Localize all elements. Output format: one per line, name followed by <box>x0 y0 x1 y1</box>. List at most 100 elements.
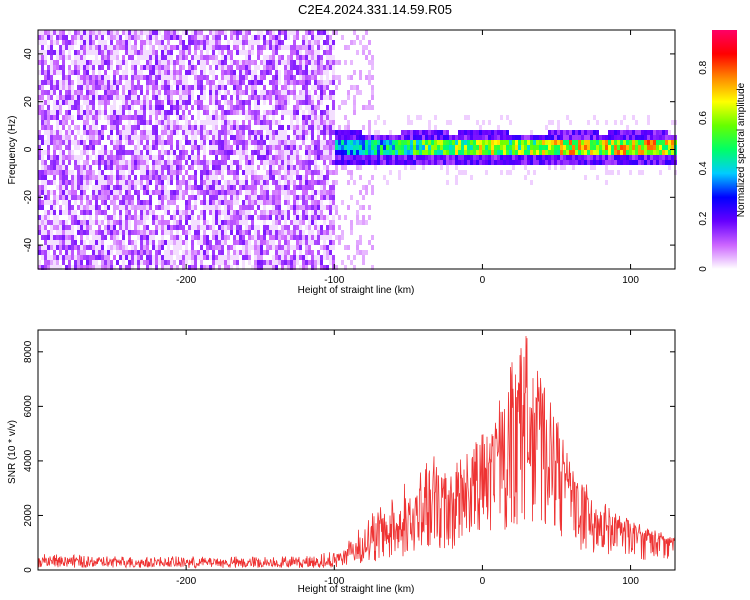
spectrogram-cell <box>110 65 113 70</box>
spectrogram-cell <box>161 265 164 270</box>
spectrogram-cell <box>194 260 197 265</box>
spectrogram-cell <box>173 215 176 220</box>
spectrogram-cell <box>560 155 563 160</box>
spectrogram-cell <box>326 125 329 130</box>
spectrogram-cell <box>302 265 305 270</box>
spectrogram-cell <box>455 175 458 180</box>
spectrogram-cell <box>329 150 332 155</box>
spectrogram-cell <box>485 130 488 135</box>
spectrogram-cell <box>185 155 188 160</box>
spectrogram-cell <box>311 265 314 270</box>
spectrogram-cell <box>44 150 47 155</box>
spectrogram-cell <box>101 60 104 65</box>
spectrogram-cell <box>323 195 326 200</box>
spectrogram-cell <box>284 200 287 205</box>
spectrogram-cell <box>323 155 326 160</box>
spectrogram-cell <box>389 140 392 145</box>
spectrogram-cell <box>296 170 299 175</box>
spectrogram-cell <box>314 80 317 85</box>
spectrogram-cell <box>113 125 116 130</box>
spectrogram-cell <box>209 180 212 185</box>
spectrogram-cell <box>71 150 74 155</box>
spectrogram-cell <box>143 40 146 45</box>
spectrogram-cell <box>332 125 335 130</box>
spectrogram-cell <box>185 115 188 120</box>
spectrogram-cell <box>386 140 389 145</box>
spectrogram-cell <box>347 75 350 80</box>
spectrogram-cell <box>305 155 308 160</box>
spectrogram-cell <box>149 195 152 200</box>
spectrogram-cell <box>65 185 68 190</box>
spectrogram-cell <box>218 225 221 230</box>
spectrogram-cell <box>665 145 668 150</box>
spectrogram-cell <box>50 55 53 60</box>
spectrogram-cell <box>206 225 209 230</box>
spectrogram-cell <box>587 155 590 160</box>
spectrogram-cell <box>275 90 278 95</box>
spectrogram-cell <box>557 155 560 160</box>
spectrogram-cell <box>140 35 143 40</box>
spectrogram-cell <box>77 65 80 70</box>
spectrogram-cell <box>146 160 149 165</box>
spectrogram-cell <box>368 80 371 85</box>
spectrogram-cell <box>62 190 65 195</box>
spectrogram-cell <box>293 150 296 155</box>
spectrogram-cell <box>71 230 74 235</box>
spectrogram-cell <box>374 145 377 150</box>
spectrogram-cell <box>323 80 326 85</box>
spectrogram-cell <box>173 60 176 65</box>
spectrogram-cell <box>638 145 641 150</box>
spectrogram-cell <box>80 30 83 35</box>
spectrogram-cell <box>59 190 62 195</box>
spectrogram-cell <box>323 125 326 130</box>
spectrogram-cell <box>137 75 140 80</box>
spectrogram-cell <box>158 160 161 165</box>
spectrogram-cell <box>176 85 179 90</box>
spectrogram-cell <box>119 165 122 170</box>
spectrogram-cell <box>209 115 212 120</box>
spectrogram-cell <box>323 215 326 220</box>
spectrogram-cell <box>464 130 467 135</box>
spectrogram-cell <box>380 145 383 150</box>
spectrogram-cell <box>383 135 386 140</box>
spectrogram-cell <box>50 60 53 65</box>
spectrogram-cell <box>239 75 242 80</box>
spectrogram-cell <box>116 85 119 90</box>
spectrogram-cell <box>467 145 470 150</box>
spectrogram-cell <box>488 140 491 145</box>
spectrogram-cell <box>83 145 86 150</box>
spectrogram-cell <box>47 75 50 80</box>
spectrogram-cell <box>161 245 164 250</box>
spectrogram-cell <box>563 135 566 140</box>
spectrogram-cell <box>47 170 50 175</box>
spectrogram-cell <box>206 80 209 85</box>
spectrogram-cell <box>269 90 272 95</box>
spectrogram-cell <box>329 35 332 40</box>
spectrogram-cell <box>329 225 332 230</box>
spectrogram-cell <box>530 155 533 160</box>
spectrogram-cell <box>140 220 143 225</box>
spectrogram-cell <box>41 30 44 35</box>
spectrogram-cell <box>242 30 245 35</box>
spectrogram-cell <box>185 255 188 260</box>
spectrogram-cell <box>257 55 260 60</box>
spectrogram-cell <box>188 265 191 270</box>
spectrogram-cell <box>545 125 548 130</box>
spectrogram-cell <box>50 95 53 100</box>
colorbar-ticks: 00.20.40.60.8 <box>698 60 709 271</box>
spectrogram-cell <box>332 220 335 225</box>
spectrogram-cell <box>314 225 317 230</box>
spectrogram-cell <box>119 250 122 255</box>
spectrogram-cell <box>461 155 464 160</box>
spectrogram-cell <box>59 45 62 50</box>
spectrogram-cell <box>239 235 242 240</box>
spectrogram-cell <box>230 125 233 130</box>
spectrogram-cell <box>404 165 407 170</box>
spectrogram-cell <box>218 230 221 235</box>
spectrogram-cell <box>62 125 65 130</box>
spectrogram-cell <box>122 175 125 180</box>
spectrogram-cell <box>302 240 305 245</box>
spectrogram-cell <box>305 30 308 35</box>
spectrogram-cell <box>245 155 248 160</box>
spectrogram-cell <box>44 30 47 35</box>
